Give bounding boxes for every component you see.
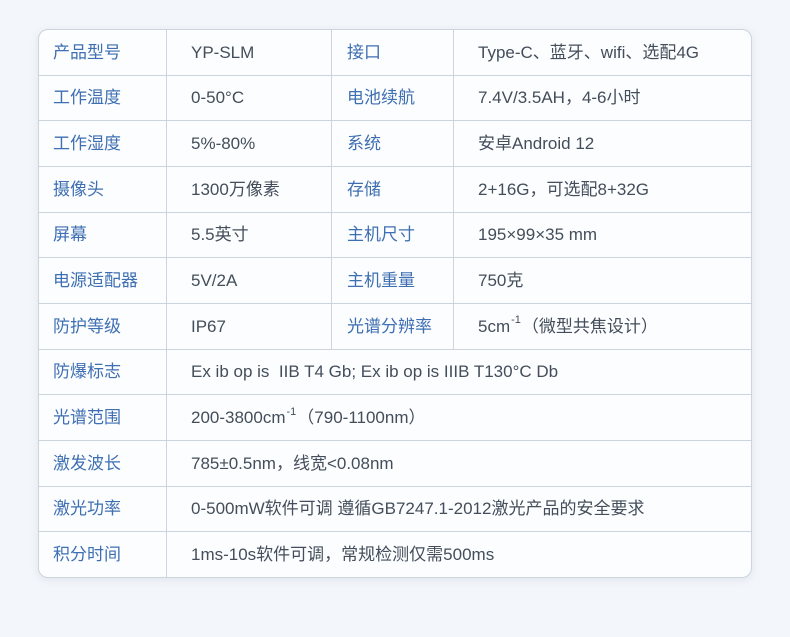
spec-value: Ex ib op is IIB T4 Gb; Ex ib op is IIIB … bbox=[166, 349, 751, 395]
spec-value: 5.5英寸 bbox=[166, 212, 331, 258]
spec-value: 1ms-10s软件可调，常规检测仅需500ms bbox=[166, 532, 751, 577]
spec-label: 主机重量 bbox=[331, 258, 453, 304]
spec-label: 存储 bbox=[331, 167, 453, 212]
spec-value: 7.4V/3.5AH，4-6小时 bbox=[453, 75, 751, 121]
spec-label: 工作温度 bbox=[53, 88, 121, 108]
table-row: 工作温度 0-50°C 电池续航 7.4V/3.5AH，4-6小时 bbox=[39, 74, 751, 121]
spec-value: 1300万像素 bbox=[166, 167, 331, 212]
spec-value: 195×99×35 mm bbox=[453, 212, 751, 258]
spec-label: 接口 bbox=[331, 30, 453, 75]
spec-value: 安卓Android 12 bbox=[453, 121, 751, 167]
table-row: 电源适配器 5V/2A 主机重量 750克 bbox=[39, 257, 751, 304]
spec-label: 摄像头 bbox=[53, 179, 104, 199]
table-row: 激光功率 0-500mW软件可调 遵循GB7247.1-2012激光产品的安全要… bbox=[39, 485, 751, 532]
table-row: 积分时间 1ms-10s软件可调，常规检测仅需500ms bbox=[39, 531, 751, 577]
spec-value: 0-500mW软件可调 遵循GB7247.1-2012激光产品的安全要求 bbox=[166, 486, 751, 532]
value-text: （微型共焦设计） bbox=[521, 316, 658, 336]
spec-label: 积分时间 bbox=[53, 545, 121, 565]
table-row: 防护等级 IP67 光谱分辨率 5cm -1 （微型共焦设计） bbox=[39, 303, 751, 349]
spec-value: 0-50°C bbox=[166, 75, 331, 121]
spec-label: 产品型号 bbox=[53, 42, 121, 62]
table-row: 摄像头 1300万像素 存储 2+16G，可选配8+32G bbox=[39, 166, 751, 212]
value-text: 200-3800cm bbox=[191, 408, 286, 428]
spec-label: 激光功率 bbox=[53, 499, 121, 519]
spec-value: 2+16G，可选配8+32G bbox=[453, 167, 751, 212]
spec-label: 激发波长 bbox=[53, 453, 121, 473]
value-text: （790-1100nm） bbox=[297, 408, 426, 428]
spec-value: IP67 bbox=[166, 304, 331, 349]
table-row: 工作湿度 5%-80% 系统 安卓Android 12 bbox=[39, 120, 751, 167]
spec-value: YP-SLM bbox=[166, 30, 331, 75]
table-row: 激发波长 785±0.5nm，线宽<0.08nm bbox=[39, 440, 751, 486]
spec-value: 5V/2A bbox=[166, 258, 331, 304]
spec-value: 785±0.5nm，线宽<0.08nm bbox=[166, 441, 751, 486]
spec-label: 电源适配器 bbox=[53, 271, 138, 291]
spec-value: Type-C、蓝牙、wifi、选配4G bbox=[453, 30, 751, 75]
spec-label: 光谱范围 bbox=[53, 408, 121, 428]
spec-table: 产品型号 YP-SLM 接口 Type-C、蓝牙、wifi、选配4G 工作温度 … bbox=[38, 29, 752, 578]
value-text: 5cm bbox=[478, 316, 511, 336]
spec-value: 5%-80% bbox=[166, 121, 331, 167]
spec-label: 光谱分辨率 bbox=[331, 304, 453, 349]
spec-label: 电池续航 bbox=[331, 75, 453, 121]
spec-value: 750克 bbox=[453, 258, 751, 304]
spec-label: 防护等级 bbox=[53, 316, 121, 336]
table-row: 屏幕 5.5英寸 主机尺寸 195×99×35 mm bbox=[39, 211, 751, 258]
table-row: 光谱范围 200-3800cm -1 （790-1100nm） bbox=[39, 394, 751, 441]
spec-label: 系统 bbox=[331, 121, 453, 167]
spec-label: 防爆标志 bbox=[53, 362, 121, 382]
table-row: 产品型号 YP-SLM 接口 Type-C、蓝牙、wifi、选配4G bbox=[39, 30, 751, 75]
spec-value: 200-3800cm -1 （790-1100nm） bbox=[166, 395, 751, 441]
spec-label: 主机尺寸 bbox=[331, 212, 453, 258]
spec-label: 屏幕 bbox=[53, 225, 87, 245]
table-row: 防爆标志 Ex ib op is IIB T4 Gb; Ex ib op is … bbox=[39, 348, 751, 395]
spec-label: 工作湿度 bbox=[53, 134, 121, 154]
spec-value: 5cm -1 （微型共焦设计） bbox=[453, 304, 751, 349]
